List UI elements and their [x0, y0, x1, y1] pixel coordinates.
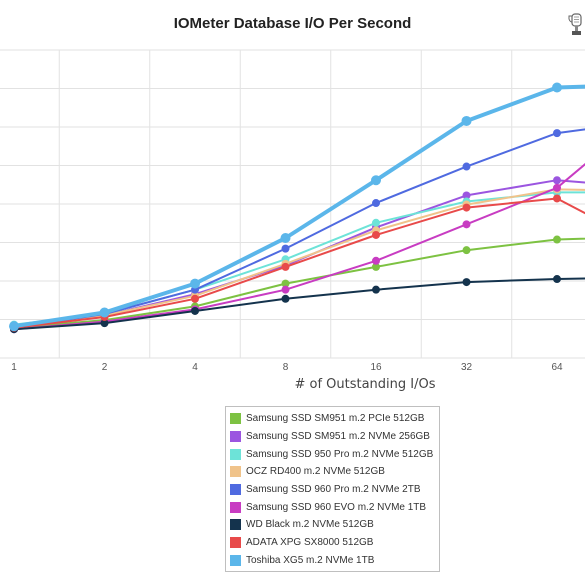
data-point [191, 294, 199, 303]
legend-swatch [230, 554, 241, 566]
x-tick-label: 64 [551, 362, 563, 373]
data-point [99, 307, 110, 318]
data-point [280, 233, 291, 243]
data-point [281, 294, 290, 303]
data-point [372, 199, 380, 208]
data-point [281, 285, 290, 294]
data-point [190, 278, 200, 289]
data-point [552, 82, 562, 93]
legend-item: ADATA XPG SX8000 512GB [230, 534, 435, 552]
data-point [372, 230, 380, 239]
x-tick-label: 2 [102, 362, 108, 373]
legend-item: Samsung SSD 960 Pro m.2 NVMe 2TB [230, 481, 435, 499]
plot-area: 1 2 4 8 16 32 64 [0, 49, 585, 373]
series-3 [10, 185, 585, 331]
x-axis-label: # of Outstanding I/Os [294, 377, 436, 392]
data-point [281, 279, 290, 288]
data-point [462, 246, 471, 255]
legend-label: Samsung SSD 960 Pro m.2 NVMe 2TB [246, 484, 421, 496]
data-point [191, 306, 199, 315]
legend-swatch [230, 537, 241, 549]
x-tick-label: 16 [370, 362, 382, 373]
legend: Samsung SSD SM951 m.2 PCIe 512GB Samsung … [225, 406, 440, 573]
series-5 [10, 162, 585, 334]
data-point [281, 262, 290, 271]
data-point [372, 262, 380, 271]
legend-swatch [230, 431, 241, 443]
legend-swatch [230, 466, 241, 478]
legend-swatch [230, 413, 241, 425]
data-point [100, 319, 109, 328]
data-point [553, 176, 561, 185]
data-point [462, 203, 471, 212]
data-point [553, 129, 561, 138]
series-line [13, 277, 585, 331]
series-lines [9, 82, 585, 334]
series-line [13, 84, 585, 329]
legend-label: Toshiba XG5 m.2 NVMe 1TB [246, 554, 375, 566]
data-point [372, 285, 380, 294]
data-point [281, 244, 290, 253]
trophy-icon [568, 13, 582, 35]
series-8 [9, 82, 585, 332]
series-line [13, 188, 585, 328]
x-tick-label: 1 [11, 362, 17, 373]
data-point [371, 175, 381, 186]
legend-swatch [230, 519, 241, 531]
legend-label: Samsung SSD 950 Pro m.2 NVMe 512GB [246, 448, 434, 460]
data-point [462, 220, 471, 229]
data-point [461, 115, 472, 126]
legend-swatch [230, 501, 241, 513]
data-point [462, 162, 471, 171]
x-tick-label: 32 [461, 362, 473, 373]
legend-swatch [230, 448, 241, 460]
legend-item: OCZ RD400 m.2 NVMe 512GB [230, 463, 435, 481]
legend-item: WD Black m.2 NVMe 512GB [230, 516, 435, 534]
x-tick-label: 4 [192, 362, 198, 373]
data-point [462, 278, 471, 287]
x-tick-labels: 1 2 4 8 16 32 64 [11, 362, 563, 373]
data-point [553, 183, 561, 192]
data-point [553, 235, 561, 244]
series-line [13, 128, 585, 329]
data-point [553, 275, 561, 284]
data-point [9, 321, 19, 332]
data-point [462, 191, 471, 200]
legend-item: Samsung SSD SM951 m.2 NVMe 256GB [230, 428, 435, 446]
legend-swatch [230, 484, 241, 496]
series-line [13, 197, 585, 329]
legend-label: Samsung SSD SM951 m.2 NVMe 256GB [246, 431, 430, 443]
series-7 [10, 194, 585, 332]
legend-item: Samsung SSD 950 Pro m.2 NVMe 512GB [230, 445, 435, 463]
legend-label: ADATA XPG SX8000 512GB [246, 537, 374, 549]
legend-label: WD Black m.2 NVMe 512GB [246, 519, 374, 531]
grid [0, 49, 585, 359]
series-4 [10, 128, 585, 332]
series-line [13, 162, 585, 331]
x-tick-label: 8 [283, 362, 289, 373]
legend-item: Samsung SSD 960 EVO m.2 NVMe 1TB [230, 498, 435, 516]
legend-label: Samsung SSD 960 EVO m.2 NVMe 1TB [246, 501, 427, 513]
data-point [553, 194, 561, 203]
chart-title: IOMeter Database I/O Per Second [173, 15, 412, 32]
legend-label: Samsung SSD SM951 m.2 PCIe 512GB [246, 413, 425, 425]
series-6 [10, 275, 585, 334]
legend-label: OCZ RD400 m.2 NVMe 512GB [246, 466, 385, 478]
legend-item: Samsung SSD SM951 m.2 PCIe 512GB [230, 410, 435, 428]
legend-item: Toshiba XG5 m.2 NVMe 1TB [230, 552, 435, 570]
data-point [372, 256, 380, 265]
data-point [372, 218, 380, 227]
